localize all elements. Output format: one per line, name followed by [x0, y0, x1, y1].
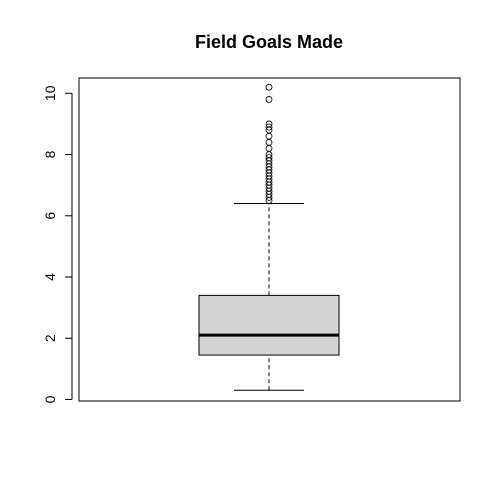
plot-frame: [78, 77, 461, 402]
outlier-point: [265, 138, 273, 146]
y-tick-label: 2: [42, 334, 58, 342]
outlier-point: [265, 154, 273, 162]
y-tick-label: 4: [42, 273, 58, 281]
y-tick-label: 6: [42, 212, 58, 220]
outlier-points: [265, 83, 273, 204]
y-axis: 0 2 4 6 8 10: [42, 85, 73, 403]
boxplot: [198, 203, 340, 391]
iqr-box: [198, 294, 340, 356]
outlier-point: [265, 83, 273, 91]
chart-title: Field Goals Made: [195, 32, 343, 52]
outlier-point: [265, 123, 273, 131]
outlier-point: [265, 145, 273, 152]
y-tick-label: 10: [42, 85, 58, 101]
outlier-point: [265, 132, 273, 140]
y-tick-label: 0: [42, 395, 58, 403]
outlier-point: [265, 96, 273, 103]
y-tick-label: 8: [42, 150, 58, 158]
outlier-point: [265, 120, 273, 128]
